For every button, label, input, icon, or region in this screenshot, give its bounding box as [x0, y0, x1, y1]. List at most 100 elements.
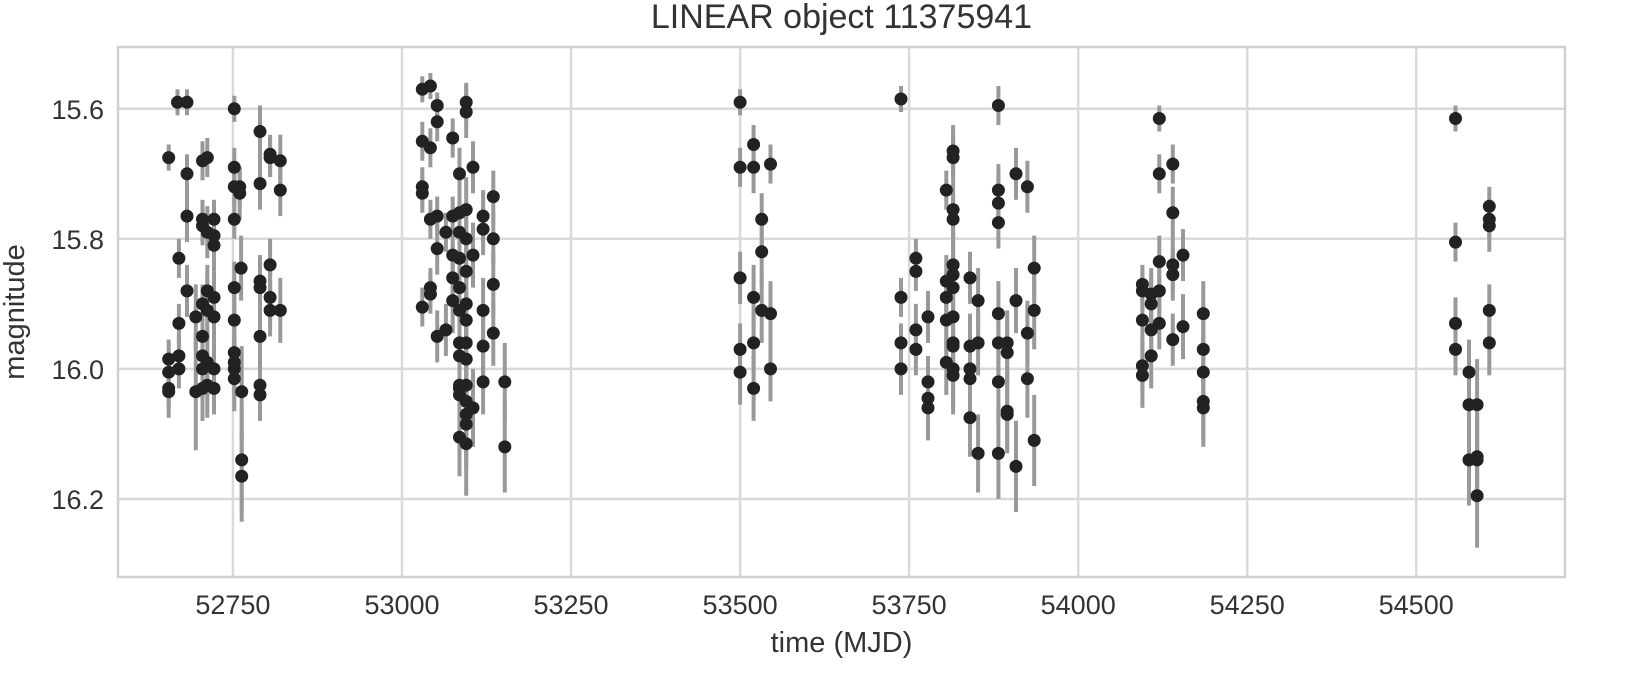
data-point	[1009, 294, 1023, 308]
data-point	[180, 95, 194, 109]
data-point	[430, 99, 444, 112]
data-point	[1152, 255, 1166, 269]
data-point	[476, 303, 490, 317]
x-tick-label: 54250	[1210, 590, 1285, 620]
data-point	[894, 336, 908, 350]
data-point	[466, 160, 480, 174]
x-tick-label: 53750	[872, 590, 947, 620]
data-point	[894, 362, 908, 376]
data-point	[921, 391, 935, 405]
data-point	[1020, 180, 1034, 194]
data-point	[909, 264, 923, 278]
data-point	[162, 385, 176, 399]
data-point	[1470, 398, 1484, 412]
data-point	[921, 310, 935, 324]
data-point	[939, 183, 953, 197]
data-point	[909, 251, 923, 265]
data-point	[755, 245, 769, 259]
data-point	[253, 388, 267, 402]
data-point	[253, 125, 267, 138]
y-tick-label: 15.6	[51, 95, 104, 125]
data-point	[172, 349, 186, 363]
data-point	[498, 440, 512, 454]
data-point	[415, 186, 429, 200]
data-point	[764, 157, 777, 171]
data-point	[946, 368, 960, 382]
data-point	[180, 284, 194, 298]
data-point	[946, 339, 960, 353]
data-point	[207, 229, 221, 243]
x-axis-label: time (MJD)	[771, 627, 913, 659]
data-point	[459, 313, 473, 327]
data-point	[227, 362, 241, 376]
data-point	[459, 264, 473, 278]
data-point	[227, 346, 241, 360]
data-point	[207, 212, 221, 226]
data-point	[991, 375, 1005, 389]
data-point	[1000, 346, 1014, 360]
data-point	[909, 323, 923, 337]
data-point	[1020, 326, 1034, 340]
data-point	[430, 209, 444, 223]
y-axis-label: magnitude	[0, 244, 31, 379]
data-point	[235, 453, 249, 467]
data-point	[971, 336, 985, 350]
data-point	[459, 95, 473, 109]
data-point	[1449, 235, 1462, 249]
data-point	[921, 375, 935, 389]
data-point	[1027, 303, 1041, 317]
data-point	[162, 352, 176, 366]
data-point	[991, 99, 1005, 112]
data-point	[196, 329, 209, 343]
data-point	[1027, 433, 1041, 447]
data-point	[747, 336, 761, 350]
data-point	[466, 248, 480, 262]
data-point	[172, 362, 186, 376]
data-point	[273, 154, 287, 168]
data-point	[423, 287, 437, 301]
data-point	[733, 365, 747, 379]
data-point	[415, 300, 429, 314]
data-point	[1482, 336, 1496, 350]
data-point	[171, 95, 184, 109]
data-point	[459, 203, 473, 217]
data-point	[1152, 112, 1166, 125]
data-point	[459, 336, 473, 350]
data-point	[180, 209, 194, 223]
data-point	[1135, 368, 1149, 382]
data-point	[263, 151, 277, 165]
data-point	[1166, 157, 1180, 171]
data-point	[1166, 206, 1180, 220]
data-point	[439, 225, 453, 239]
data-point	[476, 375, 490, 389]
data-point	[1020, 372, 1034, 386]
data-point	[1135, 313, 1149, 327]
data-point	[227, 102, 241, 116]
data-point	[273, 303, 287, 317]
data-point	[1482, 303, 1496, 317]
data-point	[1482, 199, 1496, 213]
data-point	[227, 372, 241, 386]
data-point	[459, 232, 473, 246]
data-point	[1449, 112, 1462, 125]
data-point	[253, 281, 267, 295]
data-point	[486, 326, 500, 340]
data-point	[253, 378, 267, 392]
data-point	[1152, 284, 1166, 298]
data-point	[253, 177, 267, 191]
data-point	[486, 232, 500, 246]
x-tick-label: 54000	[1041, 590, 1116, 620]
data-point	[733, 95, 747, 109]
data-point	[1009, 459, 1023, 473]
x-tick-label: 53000	[364, 590, 439, 620]
data-point	[971, 294, 985, 308]
data-point	[1482, 219, 1496, 233]
data-point	[430, 242, 444, 256]
data-point	[263, 303, 277, 317]
data-point	[1462, 365, 1476, 379]
data-point	[446, 294, 460, 308]
data-point	[172, 316, 186, 330]
data-point	[423, 79, 437, 93]
data-point	[227, 313, 241, 327]
